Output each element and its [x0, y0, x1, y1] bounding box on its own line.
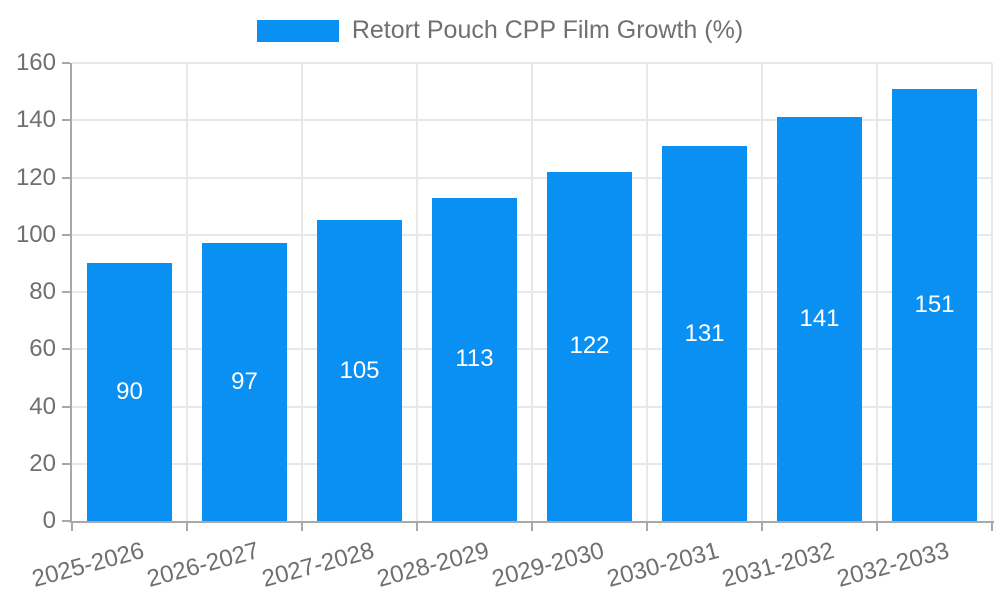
bar-2027-2028[interactable]: 105 — [317, 220, 402, 521]
y-axis-tick — [62, 462, 70, 465]
gridline-vertical — [186, 63, 188, 521]
y-axis-tick — [62, 62, 70, 64]
x-axis-tick — [531, 523, 533, 531]
y-tick-label: 160 — [15, 49, 56, 76]
gridline-vertical — [301, 63, 303, 521]
y-axis-tick — [62, 405, 70, 408]
y-axis-tick — [62, 176, 70, 179]
x-axis-tick — [876, 523, 878, 531]
gridline-vertical — [876, 63, 878, 521]
y-axis-tick — [62, 119, 70, 122]
bar-2030-2031[interactable]: 131 — [662, 146, 747, 521]
y-tick-label: 80 — [29, 278, 56, 305]
bar-2025-2026[interactable]: 90 — [87, 263, 172, 521]
y-tick-label: 140 — [15, 106, 56, 134]
bar-value-label: 141 — [799, 305, 840, 333]
gridline-vertical — [531, 63, 533, 521]
bar-value-label: 131 — [684, 319, 725, 347]
x-axis-tick — [761, 523, 763, 531]
bar-value-label: 97 — [231, 368, 258, 396]
gridline-vertical — [646, 63, 648, 521]
y-tick-label: 60 — [29, 335, 56, 363]
bar-2028-2029[interactable]: 113 — [432, 197, 517, 521]
bar-value-label: 90 — [116, 378, 143, 406]
y-axis-tick — [62, 291, 70, 293]
legend[interactable]: Retort Pouch CPP Film Growth (%) — [0, 16, 1000, 45]
y-axis-tick — [62, 348, 70, 351]
x-axis-line — [70, 521, 994, 523]
bar-2032-2033[interactable]: 151 — [892, 88, 977, 521]
y-axis-line — [70, 63, 72, 523]
bar-value-label: 151 — [914, 290, 955, 318]
gridline-vertical — [761, 63, 763, 521]
x-axis-tick — [71, 523, 73, 531]
gridline-vertical — [416, 63, 418, 521]
bar-value-label: 122 — [569, 332, 610, 360]
x-axis-tick — [416, 523, 418, 531]
x-axis-tick — [301, 523, 303, 531]
plot-area: 0 20 40 60 80 100 120 140 160 90 2025-2026 97 2026-2… — [16, 49, 994, 593]
bar-2031-2032[interactable]: 141 — [777, 117, 862, 521]
legend-swatch — [256, 19, 339, 42]
y-tick-label: 100 — [15, 220, 56, 248]
bar-value-label: 105 — [339, 356, 380, 384]
y-tick-label: 40 — [29, 392, 56, 420]
y-tick-label: 120 — [15, 163, 56, 191]
y-axis-tick — [62, 520, 70, 522]
legend-label: Retort Pouch CPP Film Growth (%) — [351, 16, 744, 44]
bar-2026-2027[interactable]: 97 — [202, 243, 287, 521]
gridline-vertical — [991, 63, 993, 521]
x-axis-tick — [991, 523, 993, 531]
y-axis-tick — [62, 233, 70, 236]
bar-2029-2030[interactable]: 122 — [547, 171, 632, 521]
x-axis-tick — [646, 523, 648, 531]
y-tick-label: 20 — [29, 449, 56, 477]
y-tick-label: 0 — [42, 507, 56, 534]
bar-value-label: 113 — [455, 345, 494, 373]
x-axis-tick — [186, 523, 188, 531]
